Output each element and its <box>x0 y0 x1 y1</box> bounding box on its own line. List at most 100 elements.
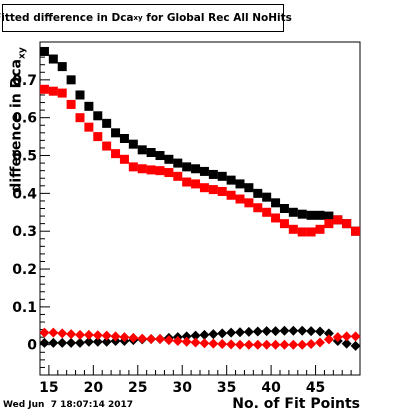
diamond-marker-s2 <box>199 329 210 340</box>
square-marker-s0 <box>155 151 165 161</box>
diamond-marker-s3 <box>261 339 272 350</box>
square-marker-s1 <box>137 164 147 174</box>
diamond-marker-s2 <box>252 326 263 337</box>
diamond-marker-s3 <box>288 339 299 350</box>
diamond-marker-s3 <box>341 331 352 342</box>
diamond-marker-s3 <box>155 334 165 345</box>
square-marker-s0 <box>226 175 236 185</box>
title-suffix: for Global Rec All NoHits <box>142 12 292 24</box>
diamond-marker-s2 <box>66 337 77 348</box>
y-axis-label-text: difference in Dca <box>8 58 25 193</box>
diamond-marker-s3 <box>235 339 245 350</box>
diamond-marker-s2 <box>341 338 352 349</box>
y-axis-label: difference in Dcaxy <box>9 47 28 192</box>
square-marker-s1 <box>306 227 316 237</box>
y-tick-label: 0.2 <box>12 262 37 278</box>
chart-title: Fitted difference in Dca xy for Global Re… <box>0 4 292 32</box>
x-tick-label: 20 <box>84 380 104 396</box>
diamond-marker-s3 <box>110 331 121 342</box>
diamond-marker-s3 <box>119 332 130 343</box>
diamond-marker-s3 <box>332 332 343 343</box>
square-marker-s0 <box>164 154 174 164</box>
y-axis-label-subscript: xy <box>17 47 28 59</box>
diamond-marker-s2 <box>323 328 334 339</box>
title-subscript: xy <box>133 14 143 22</box>
square-marker-s0 <box>297 209 307 219</box>
x-tick-label: 45 <box>306 380 325 396</box>
square-marker-s0 <box>128 139 138 149</box>
diamond-marker-s3 <box>137 333 148 344</box>
diamond-marker-s3 <box>252 339 263 350</box>
diamond-marker-s2 <box>279 325 290 336</box>
square-marker-s1 <box>111 149 121 159</box>
square-marker-s0 <box>39 46 49 56</box>
square-marker-s1 <box>244 198 254 208</box>
plot-frame <box>39 41 361 376</box>
diamond-marker-s3 <box>306 338 317 349</box>
diamond-marker-s3 <box>315 337 325 348</box>
diamond-marker-s2 <box>226 327 237 338</box>
x-axis-label: No. of Fit Points <box>232 396 360 412</box>
diamond-marker-s3 <box>48 327 59 338</box>
diamond-marker-s3 <box>128 332 139 343</box>
square-marker-s0 <box>66 75 76 85</box>
diamond-marker-s3 <box>101 330 112 341</box>
x-tick-label: 30 <box>172 380 192 396</box>
diamond-marker-s2 <box>92 336 103 347</box>
square-marker-s0 <box>279 204 289 213</box>
square-marker-s1 <box>351 226 361 236</box>
diamond-marker-s3 <box>66 329 77 340</box>
square-marker-s1 <box>57 88 67 98</box>
square-marker-s1 <box>288 224 298 234</box>
square-marker-s1 <box>199 183 209 193</box>
square-marker-s0 <box>208 169 218 179</box>
diamond-marker-s3 <box>208 338 219 349</box>
diamond-marker-s3 <box>181 336 192 347</box>
diamond-marker-s2 <box>39 337 50 348</box>
square-marker-s1 <box>84 122 94 132</box>
diamond-marker-s2 <box>217 328 228 339</box>
diamond-marker-s2 <box>181 331 192 342</box>
square-marker-s1 <box>342 219 352 229</box>
square-marker-s0 <box>271 198 281 208</box>
square-marker-s0 <box>93 111 103 121</box>
y-tick-label: 0.1 <box>12 300 37 316</box>
x-tick-label: 15 <box>39 380 58 396</box>
square-marker-s1 <box>324 219 334 229</box>
square-marker-s0 <box>146 147 156 157</box>
square-marker-s1 <box>333 215 343 225</box>
diamond-marker-s2 <box>101 336 112 347</box>
square-marker-s0 <box>111 128 121 138</box>
square-marker-s1 <box>66 99 76 109</box>
diamond-marker-s2 <box>48 337 59 348</box>
diamond-marker-s3 <box>226 339 237 350</box>
square-marker-s0 <box>48 54 58 64</box>
square-marker-s1 <box>297 227 307 237</box>
square-marker-s0 <box>324 211 334 221</box>
data-marks <box>39 46 361 351</box>
x-tick-label: 40 <box>261 380 281 396</box>
diamond-marker-s2 <box>261 326 272 337</box>
square-marker-s1 <box>119 154 129 164</box>
square-marker-s0 <box>119 133 129 143</box>
diamond-marker-s3 <box>57 328 68 339</box>
square-marker-s0 <box>137 145 147 155</box>
square-marker-s1 <box>279 219 289 229</box>
diamond-marker-s3 <box>297 339 308 350</box>
square-marker-s0 <box>262 192 272 202</box>
square-marker-s1 <box>262 207 272 217</box>
diamond-marker-s3 <box>279 339 290 350</box>
square-marker-s0 <box>57 62 67 72</box>
square-marker-s0 <box>191 164 201 174</box>
diamond-marker-s2 <box>208 329 219 340</box>
diamond-marker-s3 <box>199 338 210 349</box>
diamond-marker-s2 <box>190 330 201 341</box>
square-marker-s0 <box>173 158 183 168</box>
diamond-marker-s2 <box>270 326 281 337</box>
square-marker-s1 <box>271 213 281 223</box>
x-tick-label: 25 <box>128 380 147 396</box>
title-prefix: Fitted difference in Dca <box>0 12 134 24</box>
square-marker-s0 <box>288 207 298 217</box>
square-marker-s1 <box>48 86 58 96</box>
